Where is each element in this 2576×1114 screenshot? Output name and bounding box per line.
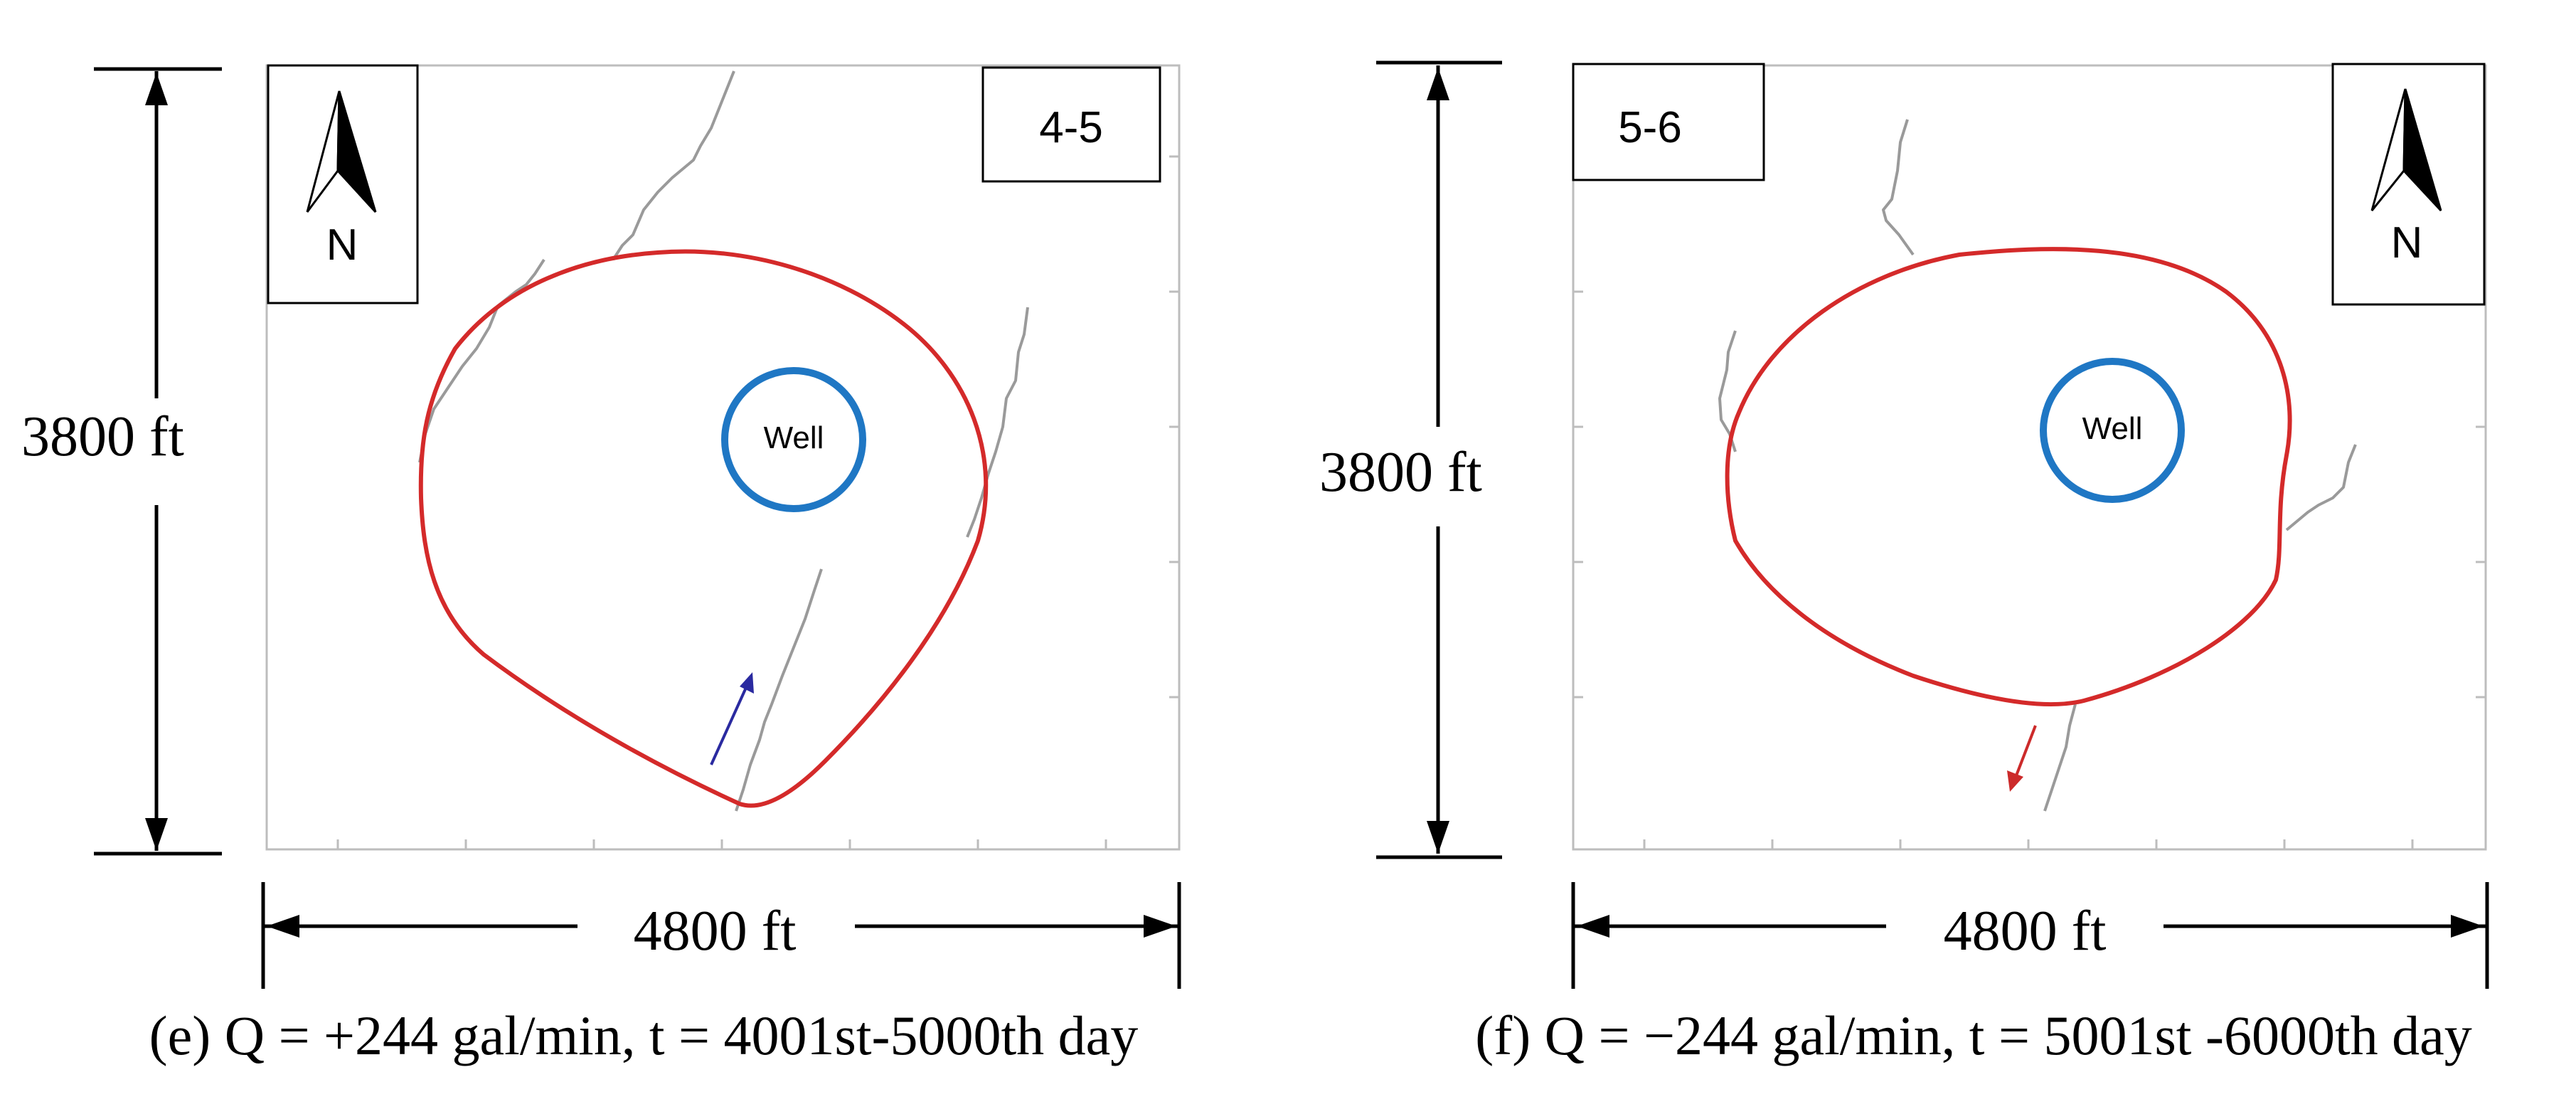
- height-arrowhead-top: [1427, 68, 1449, 100]
- height-dimension-line: [1376, 60, 1502, 859]
- tick-marks: [1573, 290, 2486, 849]
- panel-label: 5-6: [1618, 103, 1682, 152]
- pressure-front-boundary: [1725, 247, 2292, 707]
- well-circle: [721, 367, 866, 512]
- fault-line-north: [1882, 119, 1915, 256]
- north-arrow-icon: [306, 90, 377, 213]
- width-dimension-line: [1571, 882, 2489, 989]
- height-arrowhead-bottom: [145, 818, 168, 851]
- fault-lines: [418, 70, 1029, 812]
- fault-line-south: [2043, 704, 2077, 812]
- width-arrowhead-left: [267, 915, 299, 938]
- well-label: Well: [2082, 411, 2143, 446]
- panel-label-box: [981, 66, 1161, 183]
- height-arrowhead-bottom: [1427, 821, 1449, 854]
- height-dimension-label: 3800 ft: [1319, 441, 1482, 504]
- width-dimension-label: 4800 ft: [1944, 900, 2107, 962]
- panel-label-box: [1572, 63, 1765, 181]
- caption: (e) Q = +244 gal/min, t = 4001st-5000th …: [149, 1004, 1139, 1066]
- fault-line-northwest: [612, 70, 735, 261]
- height-arrowhead-top: [145, 73, 168, 105]
- fault-line-south: [735, 568, 823, 812]
- north-label: N: [326, 221, 358, 270]
- height-dimension-label: 3800 ft: [21, 405, 184, 468]
- panel-e: Well 4-5 N 3800 ft: [21, 64, 1181, 1066]
- well-label: Well: [764, 420, 824, 455]
- pressure-front-boundary: [418, 249, 989, 808]
- panel-label: 4-5: [1039, 103, 1103, 152]
- width-arrowhead-right: [2451, 915, 2484, 938]
- flow-direction-arrow: [2007, 725, 2037, 792]
- width-arrowhead-left: [1577, 915, 1609, 938]
- panel-f: Well 5-6 N 3800 ft 4800 f: [1319, 60, 2489, 1066]
- fault-lines: [1718, 119, 2357, 812]
- tick-marks: [336, 155, 1179, 849]
- fault-line-east: [966, 307, 1029, 538]
- well-circle: [2040, 358, 2185, 503]
- caption: (f) Q = −244 gal/min, t = 5001st -6000th…: [1475, 1004, 2472, 1066]
- height-dimension-line: [94, 67, 222, 856]
- north-label: N: [2391, 218, 2423, 267]
- fault-line-west: [418, 258, 545, 463]
- width-dimension-line: [261, 882, 1181, 989]
- north-arrow-icon: [2370, 88, 2442, 212]
- fault-line-east: [2285, 444, 2357, 531]
- flow-direction-arrow: [710, 672, 754, 765]
- width-dimension-label: 4800 ft: [634, 900, 797, 962]
- width-arrowhead-right: [1144, 915, 1176, 938]
